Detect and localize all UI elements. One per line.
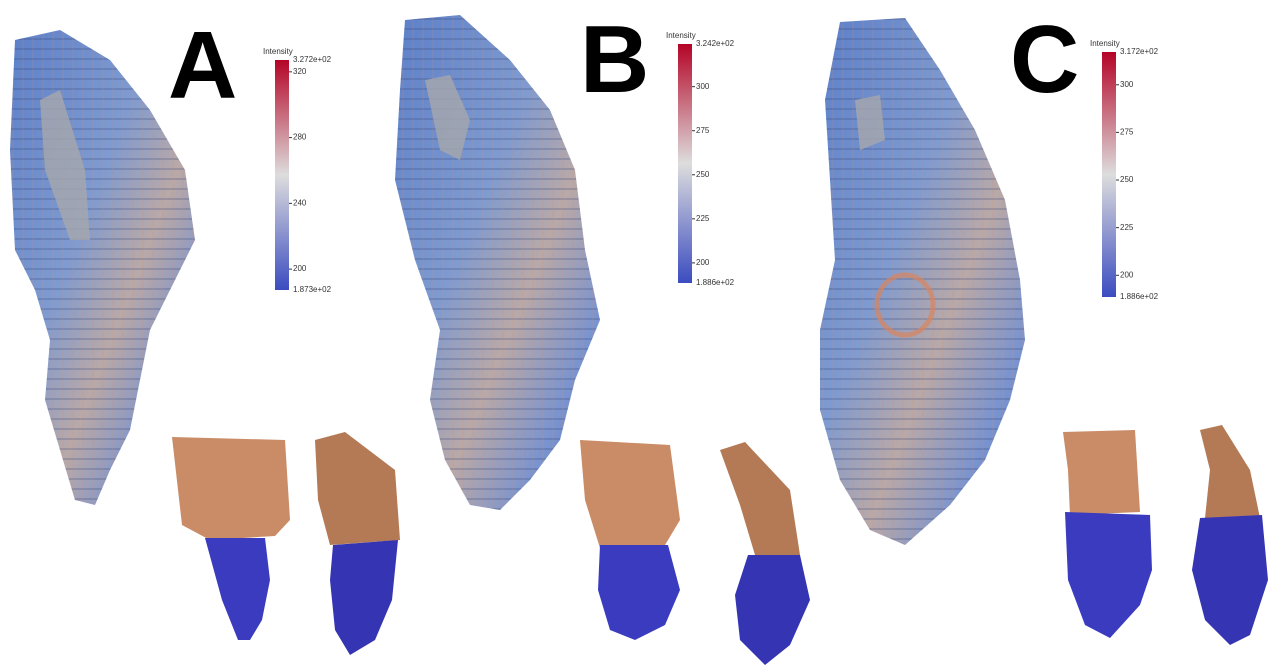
segmentation-c: [1063, 425, 1268, 645]
colorbar-tick-label: 320: [293, 67, 307, 76]
colorbar-min-label: 1.873e+02: [293, 285, 332, 294]
tissue-render-a: [10, 30, 195, 505]
colorbar-title: Intensity: [666, 31, 696, 40]
colorbar: [275, 60, 289, 290]
colorbar-tick-label: 240: [293, 198, 307, 207]
colorbar-min-label: 1.886e+02: [1120, 292, 1159, 301]
colorbar-max-label: 3.242e+02: [696, 39, 735, 48]
colorbar-tick-label: 225: [696, 214, 710, 223]
annotations: A Intensity3.272e+021.873e+02320280240200…: [168, 6, 1159, 301]
colorbar: [1102, 52, 1116, 297]
colorbar-title: Intensity: [1090, 39, 1120, 48]
colorbar-tick-label: 275: [1120, 128, 1134, 137]
colorbar-max-label: 3.172e+02: [1120, 47, 1159, 56]
colorbar-title: Intensity: [263, 47, 293, 56]
panel-letter: B: [580, 6, 649, 113]
colorbar-tick-label: 300: [1120, 80, 1134, 89]
colorbar-tick-label: 200: [1120, 270, 1134, 279]
panel-letter: A: [168, 12, 237, 119]
colorbar-tick-label: 225: [1120, 223, 1134, 232]
tissue-render-b: [395, 15, 600, 510]
colorbar-tick-label: 300: [696, 82, 710, 91]
colorbar-max-label: 3.272e+02: [293, 55, 332, 64]
colorbar-tick-label: 280: [293, 133, 307, 142]
colorbar-tick-label: 200: [696, 258, 710, 267]
colorbar-tick-label: 250: [696, 170, 710, 179]
colorbar: [678, 44, 692, 283]
segmentation-b: [580, 440, 810, 665]
panel-letter: C: [1010, 6, 1079, 113]
segmentation-a: [172, 432, 400, 655]
colorbar-tick-label: 200: [293, 264, 307, 273]
colorbar-tick-label: 275: [696, 126, 710, 135]
colorbar-tick-label: 250: [1120, 175, 1134, 184]
tissue-render-c: [820, 18, 1025, 545]
colorbar-min-label: 1.886e+02: [696, 278, 735, 287]
